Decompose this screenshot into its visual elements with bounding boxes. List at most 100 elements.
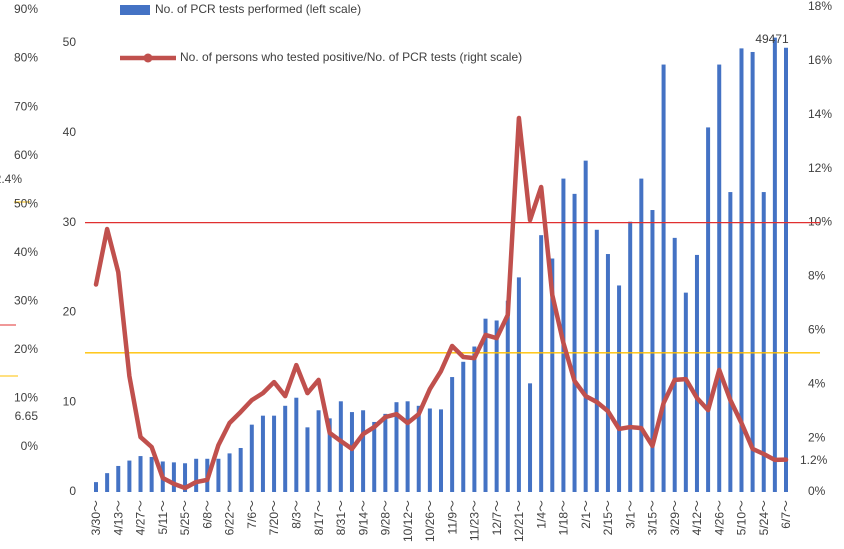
y2-tick-label: 10% — [808, 215, 832, 229]
y2-tick-label: 0% — [808, 484, 826, 498]
x-tick-label: 5/24～ — [757, 500, 771, 535]
bar — [361, 410, 366, 492]
x-tick-label: 3/15～ — [646, 500, 660, 535]
side-tick-label: 10% — [14, 391, 38, 405]
x-tick-label: 11/23～ — [468, 500, 482, 541]
bar — [605, 254, 610, 492]
bar — [494, 320, 499, 492]
bar — [772, 37, 777, 492]
bar — [439, 409, 443, 492]
x-tick-label: 5/25～ — [178, 500, 192, 535]
x-tick-label: 4/12～ — [690, 500, 704, 535]
side-tick-label: 40% — [14, 245, 38, 259]
bar — [450, 377, 455, 492]
bar — [127, 460, 132, 492]
x-tick-label: 12/21～ — [512, 500, 526, 542]
y2-tick-label: 8% — [808, 269, 826, 283]
x-tick-label: 4/27～ — [134, 500, 148, 535]
bar — [171, 462, 176, 492]
x-tick-label: 7/6～ — [245, 500, 259, 529]
x-tick-label: 6/8～ — [200, 500, 214, 529]
x-tick-label: 10/26～ — [423, 500, 437, 542]
legend-label: No. of persons who tested positive/No. o… — [180, 50, 522, 64]
bar — [539, 235, 544, 492]
bar — [761, 192, 766, 492]
bar — [149, 456, 154, 492]
y-tick-label: 0 — [69, 484, 76, 498]
bar — [505, 300, 510, 492]
x-tick-label: 1/4～ — [534, 500, 548, 529]
y2-tick-label: 4% — [808, 376, 826, 390]
x-tick-label: 10/12～ — [401, 500, 415, 542]
bar — [583, 160, 588, 492]
bar — [294, 397, 299, 492]
x-tick-label: 6/7～ — [779, 500, 793, 529]
bar — [739, 48, 744, 492]
bar — [672, 237, 677, 492]
bar — [194, 458, 199, 492]
side-tick-label: 20% — [14, 342, 38, 356]
bar — [94, 482, 98, 492]
bar — [550, 258, 555, 492]
bar — [528, 383, 533, 492]
bar — [227, 453, 232, 492]
x-tick-label: 4/13～ — [111, 500, 125, 535]
x-tick-label: 8/17～ — [312, 500, 326, 535]
data-label: 1.2% — [800, 453, 828, 467]
side-tick-label: 0% — [21, 439, 39, 453]
bar — [116, 465, 121, 492]
bar — [639, 178, 644, 492]
bar — [349, 412, 354, 492]
bar — [650, 210, 655, 492]
x-tick-label: 6/22～ — [223, 500, 237, 535]
y2-tick-label: 6% — [808, 323, 826, 337]
bar — [316, 410, 321, 492]
bar — [461, 361, 466, 492]
x-tick-label: 3/29～ — [668, 500, 682, 535]
bar — [372, 421, 377, 492]
bar — [105, 473, 110, 492]
bar — [183, 463, 188, 492]
bar — [661, 64, 666, 492]
bar — [784, 47, 788, 492]
bar — [516, 277, 521, 492]
bar — [327, 418, 332, 492]
y-tick-label: 20 — [63, 305, 77, 319]
bar — [338, 401, 343, 492]
bar — [405, 401, 410, 492]
legend-label: No. of PCR tests performed (left scale) — [155, 2, 361, 16]
bar — [260, 415, 265, 492]
bar — [249, 424, 254, 492]
bar — [728, 192, 733, 492]
bar — [706, 127, 711, 493]
x-tick-label: 3/30～ — [89, 500, 103, 535]
side-tick-label: 70% — [14, 99, 38, 113]
x-tick-label: 8/31～ — [334, 500, 348, 535]
bar — [394, 402, 399, 492]
y-tick-label: 30 — [63, 215, 77, 229]
x-tick-label: 5/10～ — [735, 500, 749, 535]
data-label: 49471 — [755, 32, 789, 46]
x-tick-label: 3/1～ — [623, 500, 637, 529]
bar — [427, 408, 432, 492]
bar — [594, 229, 599, 492]
bar — [272, 415, 277, 492]
y-tick-label: 50 — [63, 35, 77, 49]
side-tick-label: 30% — [14, 294, 38, 308]
bar — [717, 64, 722, 492]
bar — [683, 292, 688, 492]
y-tick-label: 40 — [63, 125, 77, 139]
line — [93, 115, 789, 491]
bar — [750, 51, 755, 492]
bar — [216, 458, 221, 492]
bar — [572, 193, 577, 492]
bar — [483, 318, 488, 492]
bar — [472, 346, 477, 492]
x-tick-label: 5/11～ — [156, 500, 170, 534]
y2-tick-label: 12% — [808, 161, 832, 175]
side-tick-label: 50% — [14, 196, 38, 210]
y-tick-label: 10 — [63, 394, 77, 408]
y2-tick-label: 16% — [808, 53, 832, 67]
bar — [383, 413, 388, 492]
side-annotation: 6.65 — [15, 409, 39, 423]
